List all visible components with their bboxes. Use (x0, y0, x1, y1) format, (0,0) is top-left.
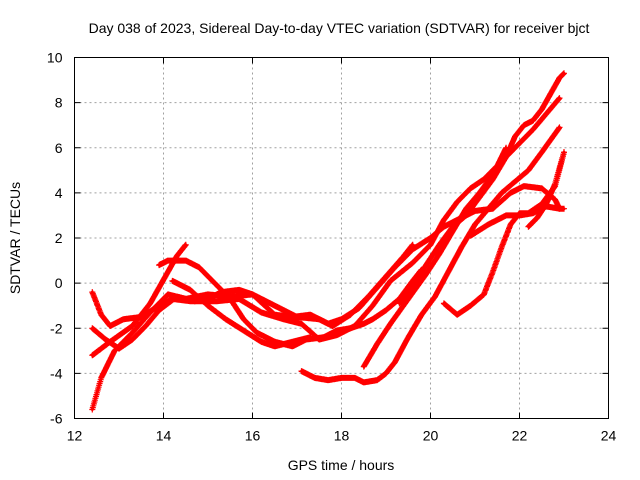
ticks (74, 57, 609, 419)
y-tick-labels: -6 -4 -2 0 2 4 6 8 10 (47, 50, 63, 427)
x-axis-label: GPS time / hours (288, 457, 395, 473)
series-group (89, 70, 567, 413)
series-pass-6 (169, 277, 314, 350)
grid (74, 57, 609, 419)
y-tick-label: 6 (55, 140, 63, 156)
y-tick-label: 10 (47, 50, 63, 66)
series-markers (298, 124, 563, 386)
x-tick-label: 16 (245, 428, 261, 444)
series-pass-12 (525, 149, 567, 230)
x-tick-label: 12 (67, 428, 83, 444)
x-tick-label: 14 (156, 428, 172, 444)
y-axis-label: SDTVAR / TECUs (7, 182, 23, 294)
series-markers (169, 277, 314, 350)
x-tick-labels: 12 14 16 18 20 22 24 (67, 428, 617, 444)
y-tick-label: 0 (55, 275, 63, 291)
chart-title: Day 038 of 2023, Sidereal Day-to-day VTE… (89, 20, 590, 36)
series-pass-11 (467, 203, 567, 239)
y-tick-label: -2 (50, 320, 63, 336)
y-tick-label: -6 (50, 411, 63, 427)
y-tick-label: 8 (55, 95, 63, 111)
series-markers (396, 70, 567, 307)
series-pass-10 (440, 149, 567, 318)
y-tick-label: 2 (55, 230, 63, 246)
x-tick-label: 22 (512, 428, 528, 444)
series-markers (440, 149, 567, 318)
series-markers (525, 149, 567, 230)
series-pass-7 (298, 124, 563, 386)
series-pass-9 (396, 70, 567, 307)
x-tick-label: 20 (423, 428, 439, 444)
x-tick-label: 24 (601, 428, 617, 444)
y-tick-label: 4 (55, 185, 63, 201)
x-tick-label: 18 (334, 428, 350, 444)
series-line (362, 96, 561, 369)
y-tick-label: -4 (50, 365, 63, 381)
